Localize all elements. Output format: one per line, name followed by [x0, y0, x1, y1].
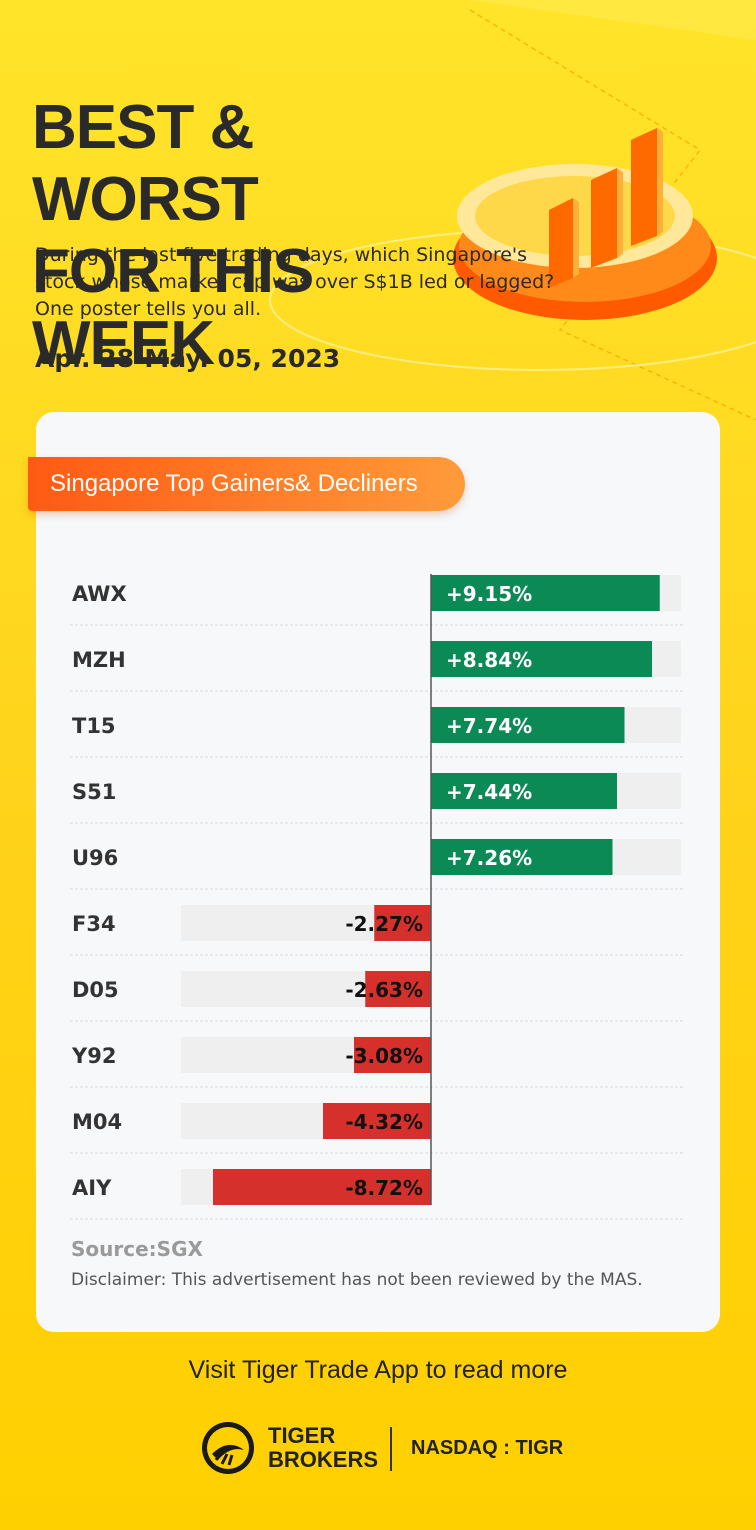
- data-label: -8.72%: [345, 1176, 423, 1200]
- chart-tag: Singapore Top Gainers& Decliners: [28, 457, 465, 511]
- category-label: AIY: [72, 1176, 112, 1200]
- bar-positive: [431, 773, 617, 809]
- source-label: Source:SGX: [71, 1237, 203, 1261]
- data-label: +8.84%: [446, 648, 532, 672]
- category-label: AWX: [72, 582, 127, 606]
- data-label: -2.63%: [345, 978, 423, 1002]
- bar-positive: [431, 575, 660, 611]
- bar-positive: [431, 641, 652, 677]
- bar-negative: [213, 1169, 431, 1205]
- visit-app-link[interactable]: Visit Tiger Trade App to read more: [188, 1356, 568, 1384]
- page-title: BEST & WORST FOR THIS WEEK: [32, 92, 492, 380]
- subtitle: During the last five trading days, which…: [35, 244, 555, 320]
- bar-negative: [374, 905, 431, 941]
- nasdaq-ticker: NASDAQ : TIGR: [411, 1437, 564, 1459]
- disclaimer: Disclaimer: This advertisement has not b…: [71, 1270, 643, 1290]
- data-label: +9.15%: [446, 582, 532, 606]
- brand-name: TIGER BROKERS: [268, 1424, 378, 1472]
- bar-negative: [323, 1103, 431, 1139]
- category-label: Y92: [71, 1044, 116, 1068]
- tiger-logo-icon: [202, 1422, 254, 1474]
- bar-chart-3d-icon: [453, 128, 717, 320]
- data-label: -3.08%: [345, 1044, 423, 1068]
- data-label: +7.74%: [446, 714, 532, 738]
- bar-positive: [431, 707, 625, 743]
- brand-line-2: BROKERS: [268, 1447, 379, 1472]
- category-label: MZH: [72, 648, 126, 672]
- category-label: D05: [72, 978, 119, 1002]
- category-label: M04: [72, 1110, 122, 1134]
- data-label: +7.44%: [446, 780, 532, 804]
- date-range: Apr. 28-May. 05, 2023: [35, 344, 341, 373]
- data-label: -2.27%: [345, 912, 423, 936]
- bar-positive: [431, 839, 613, 875]
- category-label: T15: [72, 714, 116, 738]
- brand-line-1: TIGER: [268, 1423, 336, 1448]
- category-label: F34: [72, 912, 116, 936]
- category-label: S51: [72, 780, 116, 804]
- title-line-2: FOR THIS WEEK: [32, 237, 314, 378]
- title-line-1: BEST & WORST: [32, 93, 259, 234]
- data-label: -4.32%: [345, 1110, 423, 1134]
- bar-negative: [354, 1037, 431, 1073]
- bar-negative: [365, 971, 431, 1007]
- bar-chart: AWX +9.15% MZH +8.84% T15 +7.74% S51 +7.44% U96 +…: [70, 574, 683, 1220]
- footer-divider: [390, 1427, 392, 1471]
- data-label: +7.26%: [446, 846, 532, 870]
- category-label: U96: [72, 846, 118, 870]
